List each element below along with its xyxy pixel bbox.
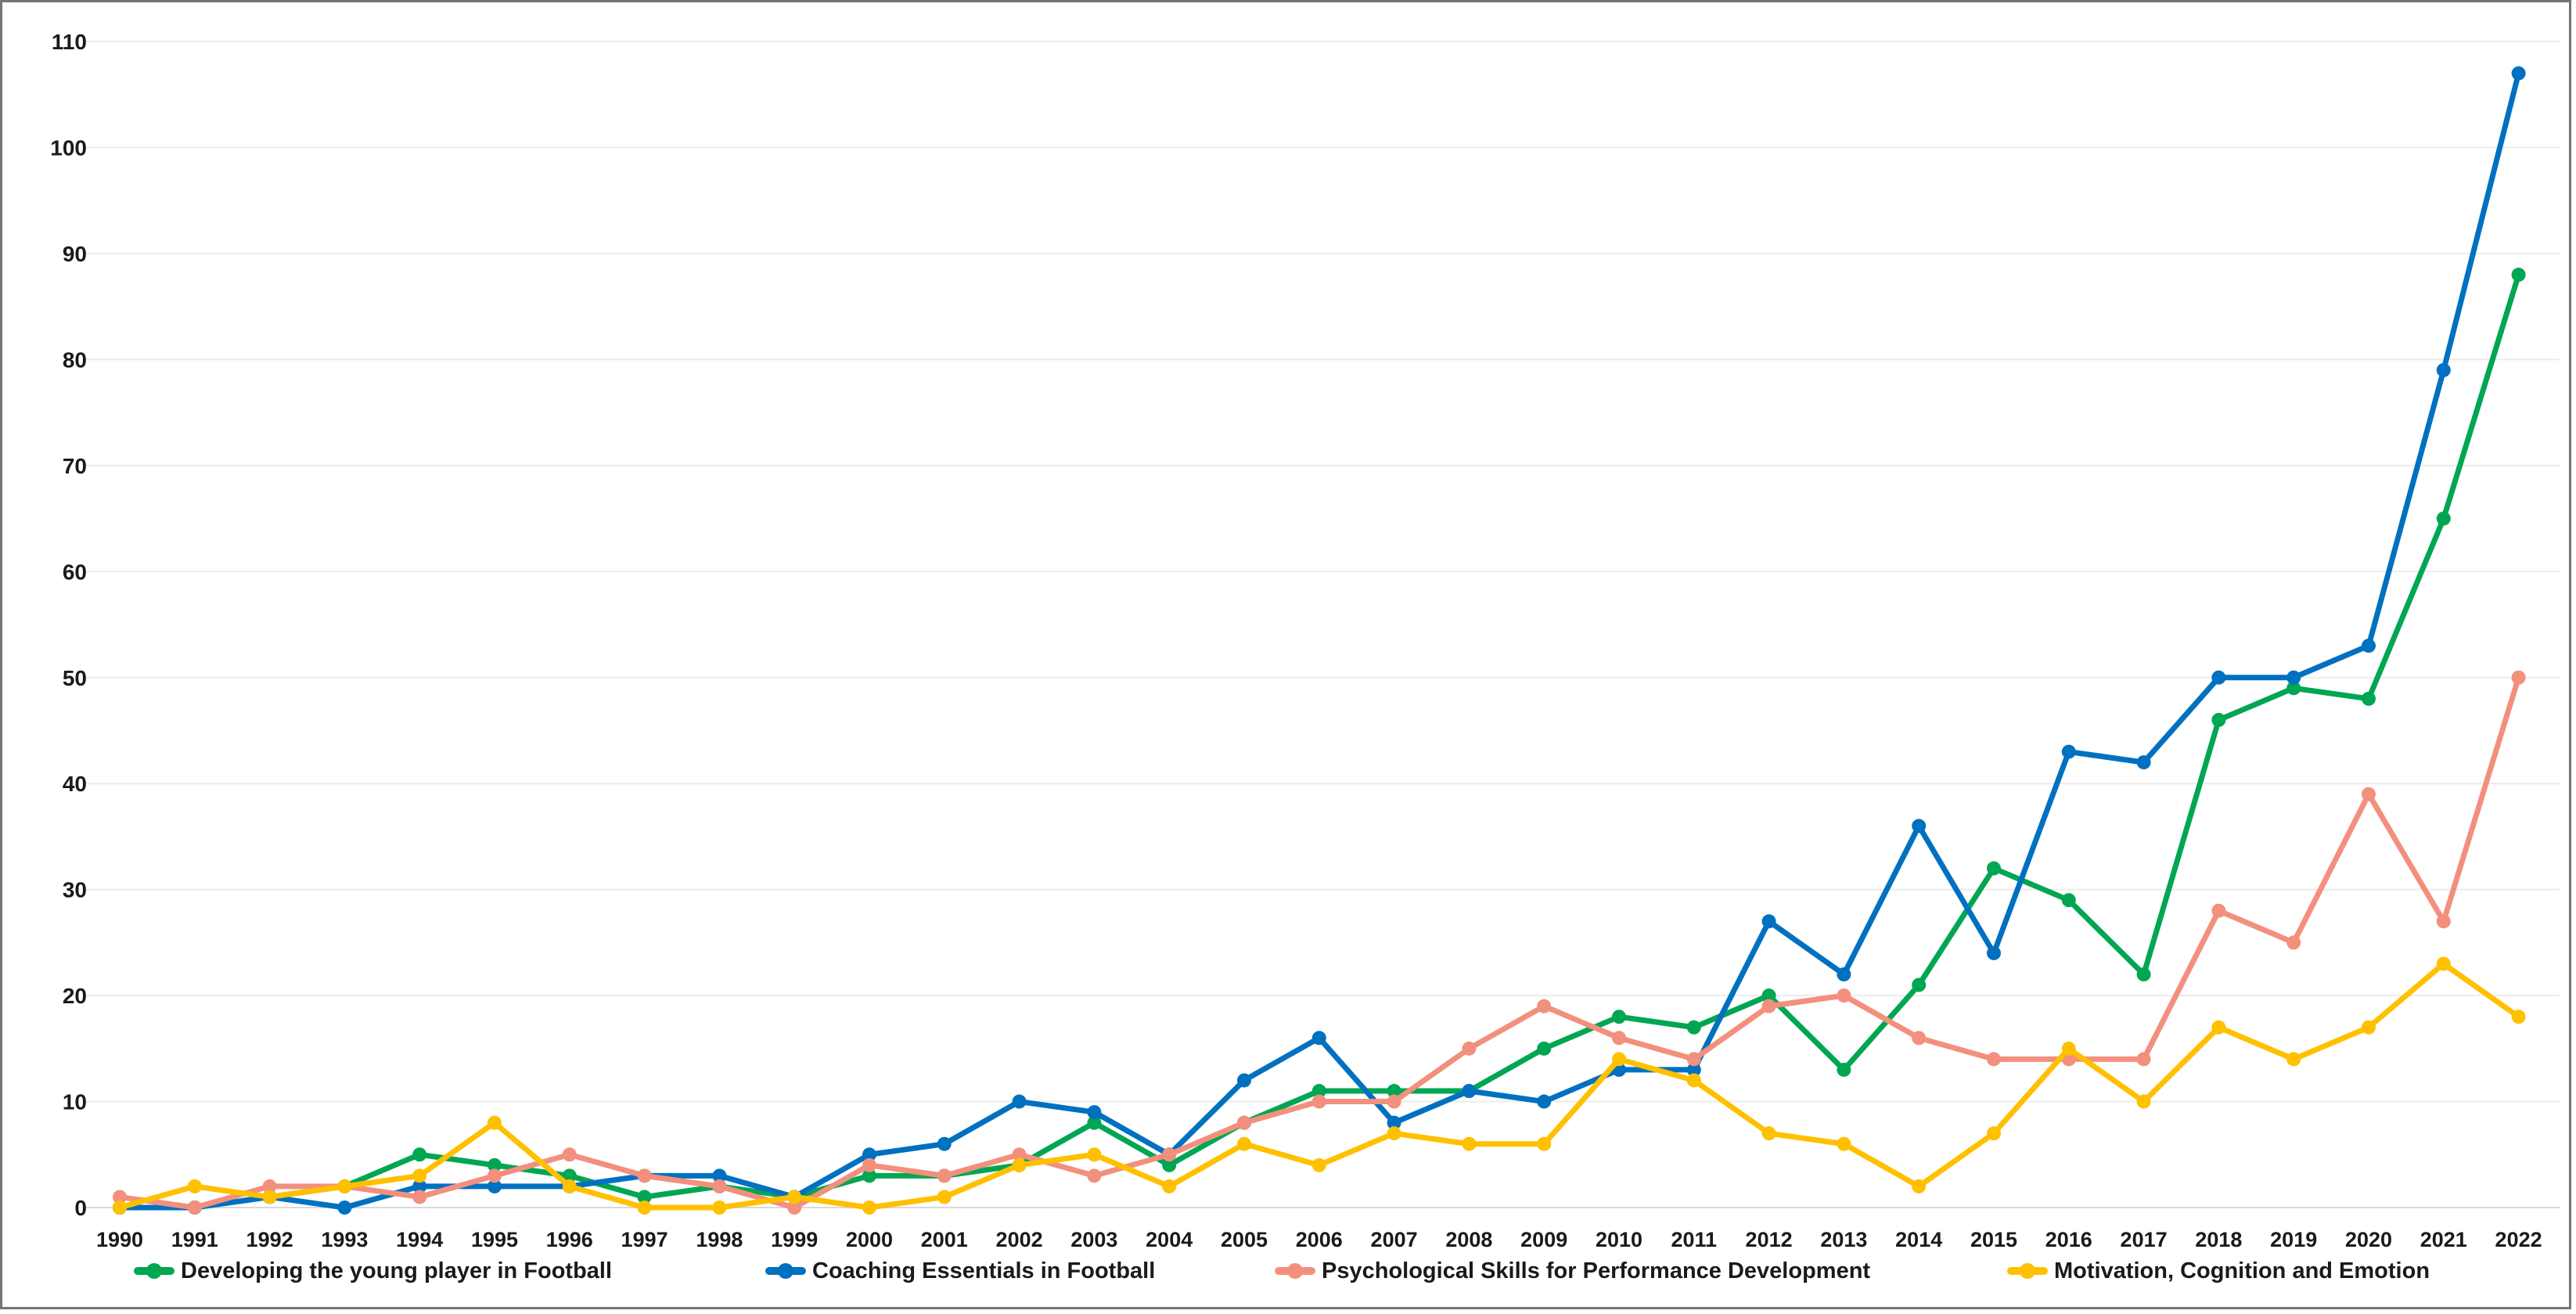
svg-text:1998: 1998 [696, 1228, 743, 1251]
svg-text:2016: 2016 [2045, 1228, 2092, 1251]
svg-text:2012: 2012 [1746, 1228, 1793, 1251]
svg-text:2015: 2015 [1970, 1228, 2017, 1251]
legend-label: Developing the young player in Football [181, 1258, 613, 1283]
svg-text:2014: 2014 [1895, 1228, 1942, 1251]
svg-text:70: 70 [63, 454, 87, 478]
legend-label: Psychological Skills for Performance Dev… [1322, 1258, 1871, 1283]
svg-text:100: 100 [50, 136, 87, 160]
svg-text:1993: 1993 [321, 1228, 368, 1251]
svg-text:0: 0 [74, 1196, 87, 1220]
svg-text:60: 60 [63, 560, 87, 584]
svg-text:2000: 2000 [846, 1228, 893, 1251]
svg-text:2008: 2008 [1445, 1228, 1492, 1251]
svg-text:20: 20 [63, 984, 87, 1008]
line-chart: 0 10 20 30 40 50 60 70 80 90 100 110 1990 1991 1992 199… [50, 30, 2560, 1251]
svg-text:2020: 2020 [2345, 1228, 2392, 1251]
legend-marker-motivation-icon [2007, 1263, 2048, 1279]
svg-text:1995: 1995 [471, 1228, 518, 1251]
svg-text:80: 80 [63, 347, 87, 372]
svg-text:2013: 2013 [1820, 1228, 1867, 1251]
svg-text:2006: 2006 [1296, 1228, 1343, 1251]
svg-text:2018: 2018 [2195, 1228, 2242, 1251]
svg-text:1992: 1992 [246, 1228, 293, 1251]
chart-legend: Developing the young player in Football … [2, 1253, 2569, 1297]
legend-item-developing: Developing the young player in Football [134, 1253, 612, 1289]
svg-text:110: 110 [52, 30, 87, 54]
svg-text:1990: 1990 [96, 1228, 143, 1251]
svg-text:1996: 1996 [546, 1228, 593, 1251]
svg-text:2019: 2019 [2270, 1228, 2317, 1251]
svg-text:2002: 2002 [996, 1228, 1043, 1251]
svg-text:2005: 2005 [1221, 1228, 1268, 1251]
legend-marker-coaching-icon [765, 1263, 806, 1279]
svg-text:30: 30 [63, 878, 87, 902]
legend-item-motivation: Motivation, Cognition and Emotion [2007, 1253, 2430, 1289]
legend-marker-psychological-icon [1275, 1263, 1315, 1279]
legend-label: Motivation, Cognition and Emotion [2054, 1258, 2430, 1283]
svg-text:2022: 2022 [2495, 1228, 2542, 1251]
legend-item-coaching: Coaching Essentials in Football [765, 1253, 1155, 1289]
svg-text:1994: 1994 [396, 1228, 443, 1251]
svg-text:2009: 2009 [1520, 1228, 1567, 1251]
svg-text:90: 90 [63, 242, 87, 266]
svg-text:2004: 2004 [1146, 1228, 1193, 1251]
svg-text:40: 40 [63, 772, 87, 796]
svg-text:1997: 1997 [621, 1228, 668, 1251]
svg-text:2017: 2017 [2121, 1228, 2168, 1251]
svg-text:2021: 2021 [2420, 1228, 2467, 1251]
svg-text:2001: 2001 [921, 1228, 968, 1251]
svg-text:50: 50 [63, 666, 87, 690]
svg-text:2010: 2010 [1596, 1228, 1642, 1251]
svg-text:10: 10 [63, 1090, 87, 1114]
svg-text:2007: 2007 [1371, 1228, 1418, 1251]
svg-text:1999: 1999 [771, 1228, 818, 1251]
svg-text:2003: 2003 [1070, 1228, 1117, 1251]
svg-text:2011: 2011 [1671, 1228, 1718, 1251]
legend-item-psychological: Psychological Skills for Performance Dev… [1275, 1253, 1870, 1289]
legend-label: Coaching Essentials in Football [812, 1258, 1156, 1283]
legend-marker-developing-icon [134, 1263, 174, 1279]
svg-text:1991: 1991 [171, 1228, 218, 1251]
